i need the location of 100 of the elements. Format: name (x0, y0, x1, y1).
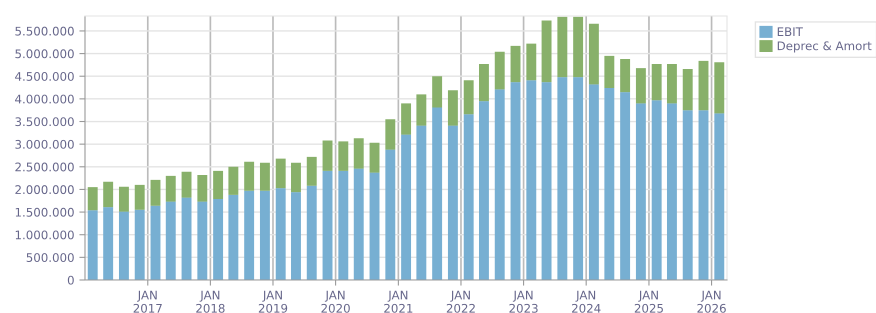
bar (604, 88, 614, 280)
bar (416, 126, 426, 280)
x-tick-label: JAN 2018 (196, 290, 225, 313)
bar (714, 113, 724, 280)
x-tick-label: JAN 2025 (634, 290, 663, 313)
bar (432, 76, 442, 108)
bar (103, 182, 114, 208)
legend-label: EBIT (778, 27, 803, 36)
y-tick-label: 3.500.000 (15, 117, 74, 126)
bar (478, 64, 489, 102)
bar (213, 170, 224, 199)
bar (291, 192, 301, 280)
bar (370, 172, 380, 280)
bar (478, 101, 489, 280)
bar (228, 166, 238, 195)
bar (134, 210, 145, 280)
bar (620, 59, 630, 92)
y-tick-label: 3.000.000 (15, 140, 74, 149)
bar (557, 16, 568, 78)
bar (260, 162, 270, 191)
bar (542, 20, 552, 82)
bar (166, 176, 176, 202)
legend-label: Deprec & Amort (778, 41, 872, 53)
bar (510, 82, 520, 280)
bar (291, 162, 301, 192)
bar (620, 92, 630, 280)
bar (276, 158, 286, 188)
bar (401, 134, 412, 280)
bar (306, 186, 317, 280)
bar (542, 82, 552, 280)
bar (354, 168, 364, 280)
bar (464, 114, 474, 280)
y-tick-label: 4.500.000 (15, 72, 74, 81)
bar (573, 77, 584, 280)
bar (588, 24, 599, 84)
bar (150, 180, 160, 206)
bar (118, 212, 129, 280)
bar (118, 186, 129, 212)
bar (197, 174, 208, 202)
bar (636, 103, 646, 280)
bar (557, 77, 568, 280)
bar (166, 202, 176, 280)
y-tick-label: 2.500.000 (15, 162, 74, 172)
y-tick-label: 4.000.000 (15, 94, 74, 104)
bar (260, 190, 270, 280)
bar (698, 110, 708, 280)
bar (134, 184, 145, 210)
bar (448, 126, 458, 280)
y-tick-label: 2.000.000 (15, 185, 74, 194)
y-tick-label: 1.000.000 (16, 230, 74, 240)
bar (448, 90, 458, 126)
bar (494, 89, 505, 280)
bar (573, 16, 584, 78)
bar (432, 107, 442, 280)
x-tick-label: JAN 2024 (572, 290, 601, 313)
bar (213, 198, 224, 280)
bar (666, 64, 677, 104)
x-tick-label: JAN 2017 (134, 290, 162, 313)
bar (150, 206, 160, 280)
bar (464, 80, 474, 114)
bar (385, 119, 396, 150)
bar (88, 187, 98, 210)
y-tick-label: 5.500.000 (15, 26, 74, 36)
bar (338, 141, 348, 171)
x-tick-label: JAN 2023 (509, 290, 538, 313)
bar (322, 140, 332, 171)
bar (244, 162, 254, 191)
x-tick-label: JAN 2022 (446, 290, 475, 313)
x-tick-label: JAN 2021 (384, 290, 412, 313)
bar (526, 80, 536, 280)
bar (103, 207, 114, 280)
bar (652, 100, 662, 280)
bar (322, 170, 332, 280)
bar (370, 142, 380, 173)
bar (494, 52, 505, 90)
bar (306, 156, 317, 186)
bar (682, 68, 693, 110)
bar (416, 94, 426, 126)
bar (228, 194, 238, 280)
bar (682, 110, 693, 280)
bar (276, 188, 286, 280)
bar (401, 103, 412, 135)
bar (698, 60, 708, 110)
bar (354, 138, 364, 169)
bar (88, 210, 98, 280)
bar (652, 64, 662, 100)
y-tick-label: 0 (68, 276, 74, 285)
bar (636, 68, 646, 104)
bar (526, 44, 536, 80)
x-tick-label: JAN 2026 (697, 290, 726, 313)
x-tick-label: JAN 2020 (321, 290, 350, 313)
bar (338, 170, 348, 280)
bar (588, 84, 599, 280)
bar (182, 172, 192, 198)
bar (197, 202, 208, 280)
bar (714, 62, 724, 114)
bar (244, 190, 254, 280)
bar (182, 198, 192, 280)
y-tick-label: 1.500.000 (16, 208, 74, 217)
bar (385, 150, 396, 280)
